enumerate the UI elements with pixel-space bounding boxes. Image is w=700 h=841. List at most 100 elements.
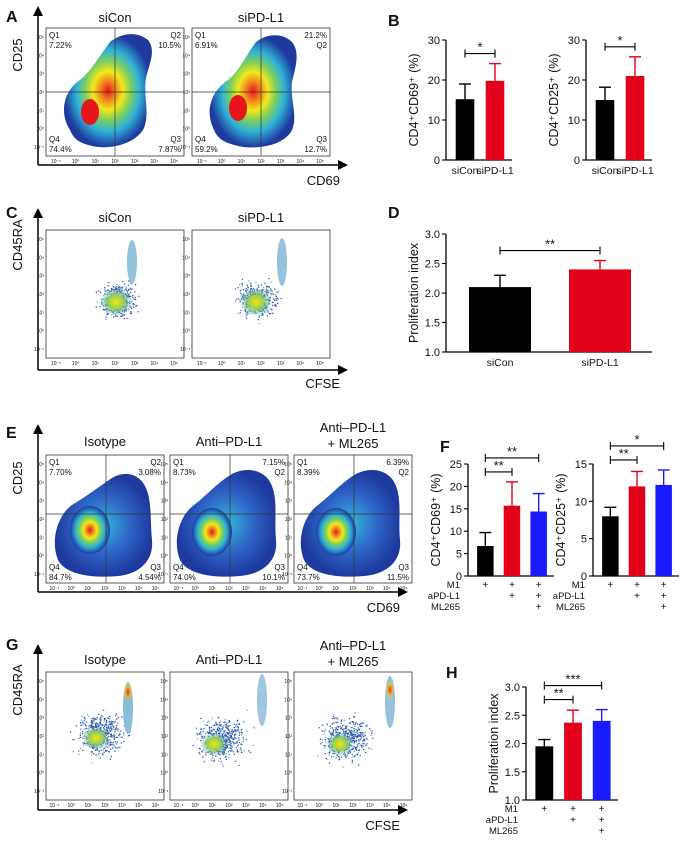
panel-g-plot-isotype-dots-dot (111, 736, 113, 738)
panel-c-plot-siCon-dots-dot (137, 311, 140, 313)
panel-a-plot-siPDL1-q4: Q4 (195, 135, 206, 144)
panel-g-plot-ml265-dots-dot (330, 732, 333, 734)
panel-e-plot-antipdl1-q2v: 7.15% (262, 458, 285, 467)
panel-c-plot-siPDL1-dots-dot (274, 303, 276, 306)
panel-e-plot-antipdl1-peak (192, 508, 232, 556)
panel-a-plot-siCon-xtick: 10¹ (92, 159, 100, 165)
panel-g-plot-isotype-dots-dot (112, 741, 114, 744)
panel-g-plot-isotype-dots-dot (94, 723, 97, 725)
panel-g-plot-ml265-dots-dot (345, 730, 348, 732)
panel-c-plot-siCon-dots-dot (122, 280, 124, 283)
panel-g-plot-antipdl1-dots-dot (224, 753, 226, 756)
panel-e-plot-ml265-peak (316, 508, 356, 556)
panel-c-plot-siPDL1-ytick: 10² (183, 292, 191, 298)
panel-g-plot-isotype-dots-dot (91, 762, 94, 764)
panel-c-plot-siCon-dots-dot (95, 291, 98, 293)
panel-g-plot-antipdl1-ytick: 10³ (161, 716, 169, 722)
panel-f-chart-cd25-bar (628, 486, 646, 576)
panel-g-plot-ml265-ytick: 10³ (285, 716, 293, 722)
panel-g-plot-isotype-dots-dot (96, 722, 98, 724)
panel-g-plot-isotype-dots-dot (91, 719, 93, 722)
panel-e-plot-ml265-ytick: 10⁰ (284, 554, 292, 560)
panel-g-plot-isotype-dots-dot (93, 753, 95, 755)
panel-a-ylabel: CD25 (10, 38, 25, 71)
panel-g-plot-ml265-dots-dot (353, 723, 355, 725)
panel-g-x-arrow (398, 805, 408, 815)
panel-c-plot-siPDL1-xtick: 10⁰ (218, 361, 226, 367)
panel-letter-d: D (388, 205, 400, 222)
panel-g-plot-ml265-dots-dot (328, 762, 331, 764)
panel-g-plot-isotype-dots-dot (113, 745, 115, 747)
panel-g-plot-ml265-dots-dot (321, 724, 324, 726)
panel-f-chart-cd25-ytick-label: 15 (575, 459, 587, 471)
panel-g-plot-ml265-ytick: 10⁻¹ (282, 789, 292, 795)
panel-g-plot-ml265-dots-dot (353, 716, 356, 718)
panel-g-plot-isotype-dots-dot (117, 717, 120, 719)
panel-g-plot-ml265-dots-dot (319, 738, 322, 740)
panel-g-plot-ml265-dots-dot (353, 750, 355, 753)
panel-g-plot-antipdl1-dots-dot (238, 739, 240, 741)
panel-g-plot-isotype-dots-dot (100, 720, 102, 722)
panel-g-plot-antipdl1-band (257, 674, 267, 726)
panel-e-plot-antipdl1-title: Anti–PD-L1 (196, 434, 262, 449)
panel-c-plot-siCon-core (100, 288, 132, 316)
panel-a-plot-siPDL1-xtick: 10⁵ (316, 159, 324, 165)
panel-g-plot-isotype-dots-dot (113, 721, 116, 724)
panel-g-plot-ml265-dots-dot (367, 724, 369, 726)
panel-e-plot-isotype-xtick: 10² (101, 586, 109, 592)
panel-e-plot-ml265-ytick: 10² (285, 517, 293, 523)
panel-g-plot-ml265-dots-dot (332, 729, 334, 732)
panel-c-plot-siPDL1-ytick: 10⁵ (182, 237, 190, 243)
panel-a-plot-siCon-ytick: 10⁴ (36, 53, 44, 59)
panel-g-plot-antipdl1-dots-dot (238, 731, 240, 733)
panel-g-plot-ml265-dots-dot (343, 719, 345, 721)
panel-e-plot-isotype-ytick: 10⁵ (36, 462, 44, 468)
panel-c-plot-siCon-dots-dot (129, 312, 132, 315)
panel-e-plot-antipdl1-ytick: 10⁴ (160, 480, 168, 486)
panel-d-chart-proliferation-ytick-label: 2.5 (425, 259, 440, 271)
panel-h-chart-proliferation-bar (592, 720, 611, 800)
panel-g-plot-ml265-dots-dot (324, 728, 327, 731)
panel-c-plot-siPDL1-dots-dot (269, 290, 271, 292)
panel-c-plot-siCon-dots-dot (134, 284, 137, 286)
panel-h-chart-proliferation-treatment-mark: + (541, 804, 547, 815)
panel-h-chart-proliferation-ytick-label: 3.0 (505, 682, 520, 694)
panel-h-chart-proliferation-bar (535, 746, 554, 800)
panel-c-plot-siCon-dots-dot (134, 296, 136, 298)
panel-g-plot-ml265-dots-dot (329, 727, 331, 729)
panel-g-plot-antipdl1-dots-dot (200, 733, 202, 736)
panel-g-plot-isotype-dots-dot (113, 735, 115, 738)
panel-g-plot-isotype-dots-dot (83, 723, 85, 725)
panel-g-plot-antipdl1-dots-dot (235, 747, 238, 749)
panel-g-plot-ml265-dots-dot (348, 722, 351, 724)
panel-g-plot-isotype-dots-dot (90, 717, 93, 719)
panel-g-plot-antipdl1-dots-dot (206, 731, 208, 733)
panel-g-plot-antipdl1-dots-dot (229, 744, 232, 747)
panel-e-plot-isotype-xtick: 10⁴ (135, 586, 143, 592)
panel-letter-b: B (388, 13, 400, 30)
panel-e-plot-isotype-q4v: 84.7% (49, 573, 72, 582)
panel-g-plot-antipdl1-dots-dot (205, 724, 207, 726)
panel-c-plot-siCon-title: siCon (98, 210, 131, 225)
panel-g-plot-ml265-dots-dot (363, 740, 366, 742)
panel-a-plot-siPDL1-xtick: 10⁰ (218, 159, 226, 165)
panel-g-plot-isotype-dots-dot (98, 713, 100, 715)
panel-g-plot-isotype-dots-dot (100, 723, 102, 725)
panel-c-plot-siCon-dots-dot (123, 313, 126, 316)
panel-e-plot-ml265-ytick: 10³ (285, 499, 293, 505)
panel-c-xlabel: CFSE (305, 376, 340, 391)
panel-b-chart-cd69-category-label: siPD-L1 (476, 165, 514, 177)
panel-a-plot-siCon-xtick: 10⁰ (72, 159, 80, 165)
panel-g-plot-isotype-xtick: 10² (101, 803, 109, 809)
panel-a-plot-siPDL1-ytick: 10⁵ (182, 35, 190, 41)
panel-b-chart-cd69-sig-label: * (477, 40, 482, 55)
panel-e-plot-antipdl1-ytick: 10¹ (161, 535, 169, 541)
panel-letter-e: E (6, 425, 17, 442)
panel-g-plot-ml265-dots-dot (329, 725, 332, 727)
panel-g-plot-isotype-dots-dot (121, 716, 123, 718)
panel-g-plot-ml265-dots-dot (358, 735, 360, 737)
panel-c-plot-siPDL1-dots-dot (238, 284, 241, 286)
panel-g-plot-ml265-dots-dot (349, 752, 351, 754)
